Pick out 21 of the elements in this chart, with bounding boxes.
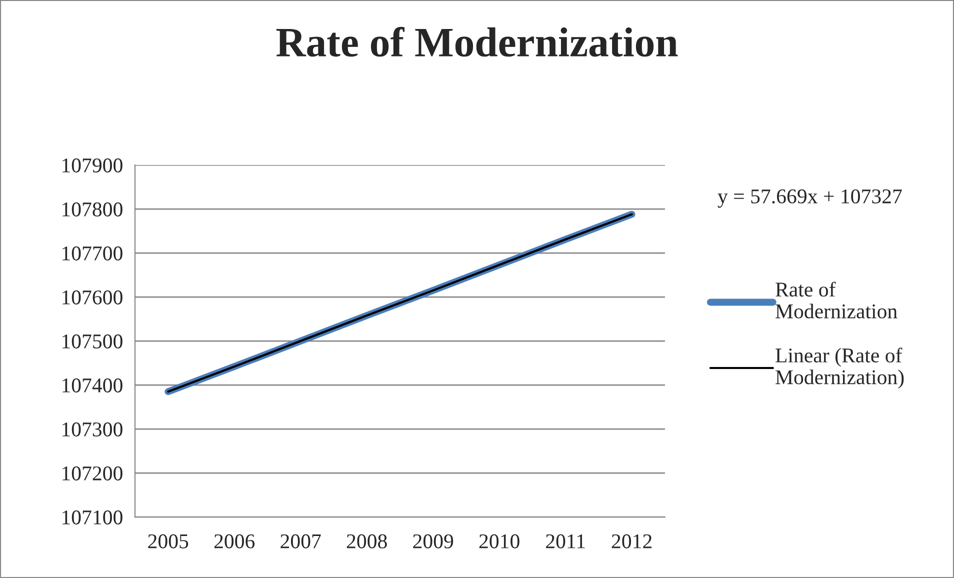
- y-tick-label: 107700: [62, 246, 122, 260]
- legend-label: Rate of Modernization: [776, 282, 898, 318]
- x-tick-label: 2010: [479, 534, 520, 548]
- x-tick-label: 2009: [413, 534, 454, 548]
- x-tick-label: 2007: [280, 534, 321, 548]
- x-tick-label: 2008: [346, 534, 387, 548]
- x-tick-label: 2006: [214, 534, 255, 548]
- y-tick-label: 107900: [62, 158, 122, 172]
- legend-label: Linear (Rate of Modernization): [776, 348, 904, 389]
- y-tick-label: 107200: [62, 466, 122, 480]
- x-tick-label: 2012: [612, 534, 652, 548]
- y-tick-label: 107500: [62, 334, 122, 348]
- y-tick-label: 107600: [62, 290, 122, 304]
- y-tick-label: 107300: [62, 422, 122, 436]
- x-tick-label: 2011: [546, 534, 585, 548]
- y-tick-label: 107800: [62, 202, 122, 216]
- chart-title: Rate of Modernization: [276, 26, 678, 57]
- x-tick-label: 2005: [148, 534, 188, 548]
- text: y = 57.669x + 107327: [718, 189, 902, 208]
- y-tick-label: 107400: [62, 378, 122, 392]
- y-tick-label: 107100: [62, 510, 122, 524]
